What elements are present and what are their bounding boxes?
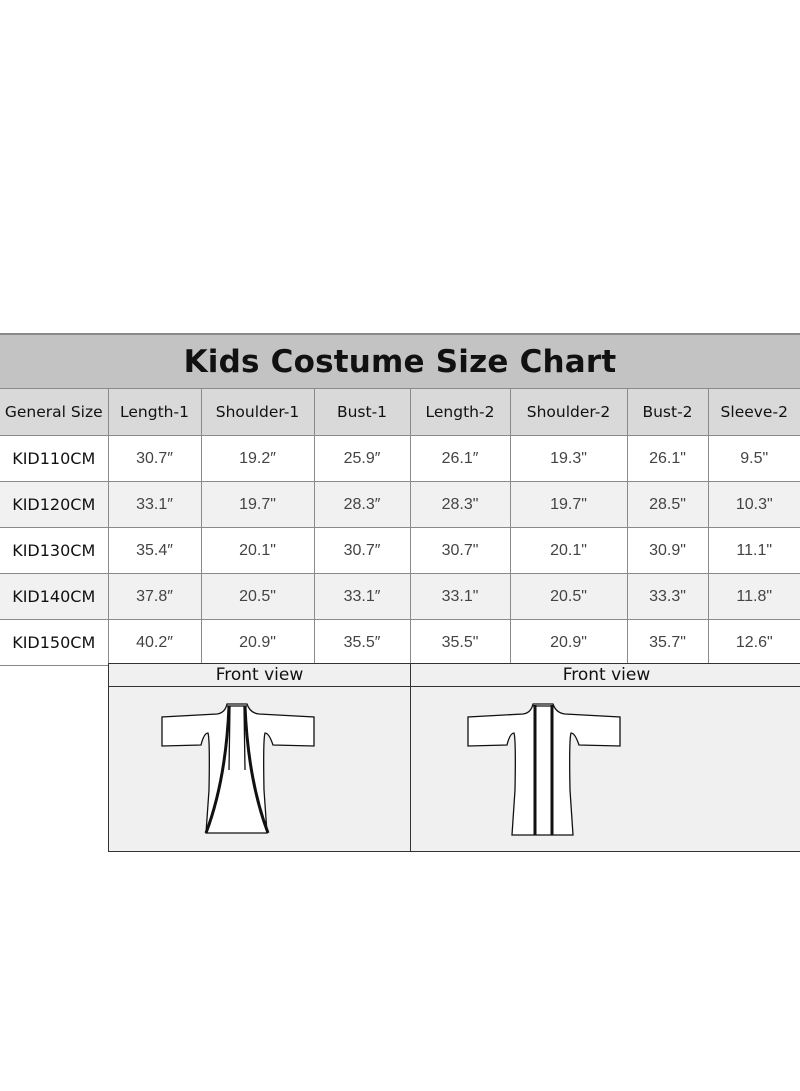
header-shoulder-2: Shoulder-2 bbox=[509, 388, 628, 436]
front-view-label: Front view bbox=[109, 664, 410, 687]
size-label-cell: KID150CM bbox=[0, 619, 109, 666]
size-label-cell: KID120CM bbox=[0, 481, 109, 528]
measurement-cell: 9.5" bbox=[707, 435, 800, 482]
table-row: KID120CM 33.1″ 19.7" 28.3″ 28.3" 19.7" 28.5" 10… bbox=[0, 481, 800, 528]
size-label-cell: KID130CM bbox=[0, 527, 109, 574]
measurement-cell: 40.2″ bbox=[107, 619, 202, 666]
measurement-cell: 28.5" bbox=[626, 481, 709, 528]
measurement-cell: 20.1" bbox=[509, 527, 628, 574]
measurement-cell: 19.7" bbox=[509, 481, 628, 528]
measurement-cell: 11.1" bbox=[707, 527, 800, 574]
measurement-cell: 20.5" bbox=[509, 573, 628, 620]
size-label-cell: KID140CM bbox=[0, 573, 109, 620]
measurement-cell: 35.7" bbox=[626, 619, 709, 666]
header-bust-1: Bust-1 bbox=[313, 388, 411, 436]
measurement-cell: 19.7" bbox=[200, 481, 315, 528]
measurement-cell: 20.5" bbox=[200, 573, 315, 620]
measurement-cell: 35.4″ bbox=[107, 527, 202, 574]
measurement-cell: 26.1″ bbox=[409, 435, 511, 482]
measurement-cell: 35.5" bbox=[409, 619, 511, 666]
measurement-cell: 19.2″ bbox=[200, 435, 315, 482]
measurement-cell: 33.1" bbox=[409, 573, 511, 620]
measurement-cell: 33.3" bbox=[626, 573, 709, 620]
measurement-cell: 20.9" bbox=[200, 619, 315, 666]
front-view-label: Front view bbox=[411, 664, 800, 687]
header-length-2: Length-2 bbox=[409, 388, 511, 436]
measurement-cell: 28.3" bbox=[409, 481, 511, 528]
table-row: KID150CM 40.2″ 20.9" 35.5″ 35.5" 20.9" 35.7" 12… bbox=[0, 619, 800, 666]
table-row: KID110CM 30.7″ 19.2″ 25.9″ 26.1″ 19.3" 26.1" 9.… bbox=[0, 435, 800, 482]
open-cardigan-curved-front-icon bbox=[161, 703, 315, 834]
measurement-cell: 12.6" bbox=[707, 619, 800, 666]
header-row: General Size Length-1 Shoulder-1 Bust-1 … bbox=[0, 388, 800, 436]
measurement-cell: 33.1″ bbox=[107, 481, 202, 528]
chart-title-band: Kids Costume Size Chart bbox=[0, 333, 800, 388]
size-table: General Size Length-1 Shoulder-1 Bust-1 … bbox=[0, 388, 800, 666]
measurement-cell: 10.3" bbox=[707, 481, 800, 528]
measurement-cell: 20.1" bbox=[200, 527, 315, 574]
header-bust-2: Bust-2 bbox=[626, 388, 709, 436]
header-length-1: Length-1 bbox=[107, 388, 202, 436]
chart-title: Kids Costume Size Chart bbox=[183, 343, 617, 380]
measurement-cell: 28.3″ bbox=[313, 481, 411, 528]
open-cardigan-straight-front-icon bbox=[467, 703, 621, 836]
table-row: KID140CM 37.8″ 20.5" 33.1″ 33.1" 20.5" 33.3" 11… bbox=[0, 573, 800, 620]
size-label-cell: KID110CM bbox=[0, 435, 109, 482]
header-sleeve-2: Sleeve-2 bbox=[707, 388, 800, 436]
measurement-cell: 26.1" bbox=[626, 435, 709, 482]
front-view-panel-2: Front view bbox=[410, 663, 800, 852]
measurement-cell: 20.9" bbox=[509, 619, 628, 666]
measurement-cell: 11.8" bbox=[707, 573, 800, 620]
header-shoulder-1: Shoulder-1 bbox=[200, 388, 315, 436]
measurement-cell: 33.1″ bbox=[313, 573, 411, 620]
